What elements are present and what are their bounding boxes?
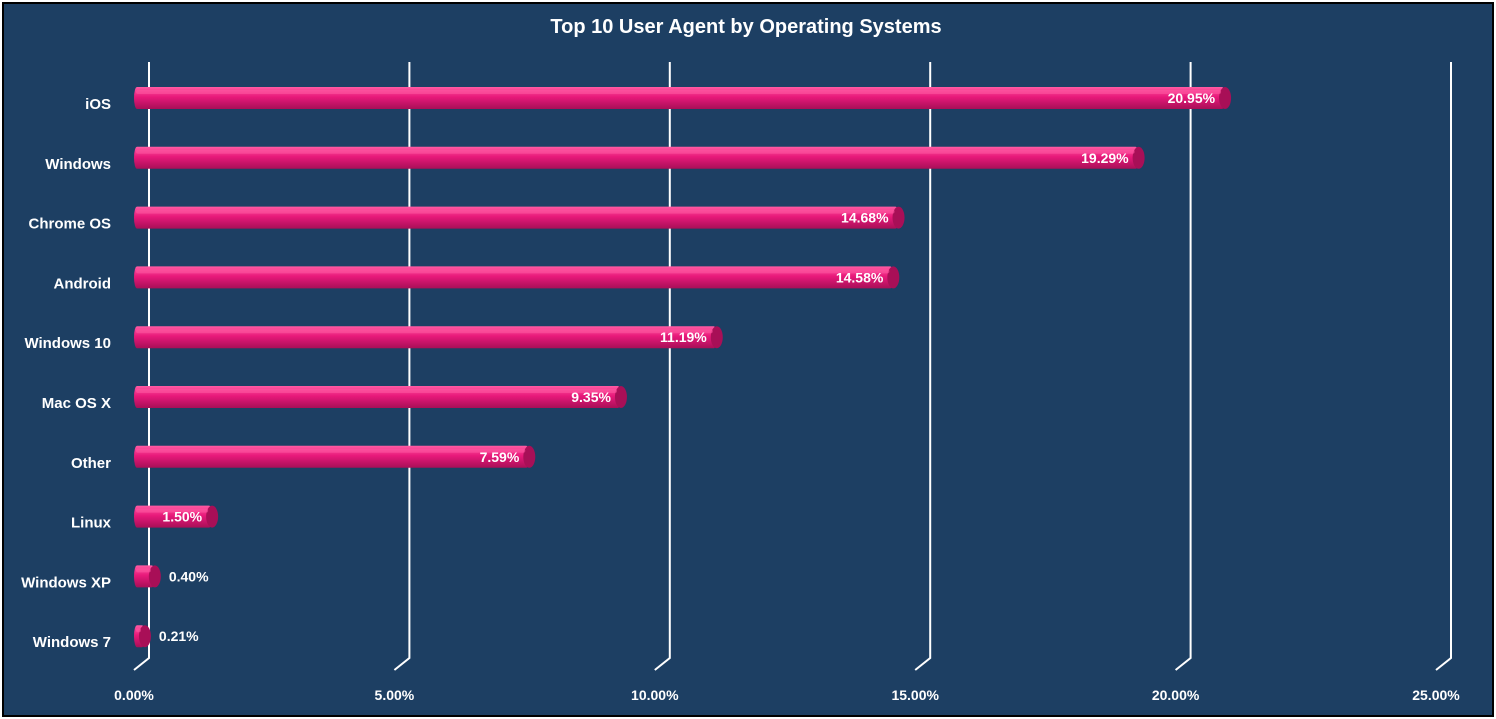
category-label: Linux bbox=[71, 515, 112, 532]
bar-end-cap bbox=[710, 326, 723, 349]
bar bbox=[134, 505, 219, 528]
gridline bbox=[133, 62, 150, 671]
bar-highlight bbox=[136, 568, 151, 573]
labels: 0.00% 5.00% 10.00% 15.00% 20.00% 25.00% iOS 20.… bbox=[21, 90, 1460, 703]
gridline bbox=[914, 62, 932, 671]
category-label: Chrome OS bbox=[28, 216, 111, 233]
category-label: Mac OS X bbox=[42, 395, 111, 412]
bar-highlight bbox=[136, 269, 890, 274]
data-label: 7.59% bbox=[480, 449, 520, 465]
data-label: 0.40% bbox=[169, 568, 209, 584]
bars bbox=[134, 87, 1232, 648]
x-tick-label: 10.00% bbox=[631, 687, 679, 703]
category-label: Windows 7 bbox=[33, 634, 111, 651]
bar-highlight bbox=[136, 329, 713, 334]
gridline bbox=[654, 62, 671, 671]
x-tick-label: 15.00% bbox=[891, 687, 939, 703]
bar-end-cap bbox=[148, 565, 161, 588]
bar-end-cap bbox=[1219, 87, 1232, 109]
bar bbox=[134, 386, 627, 408]
x-tick-label: 5.00% bbox=[375, 687, 415, 703]
category-label: Windows 10 bbox=[24, 335, 111, 352]
x-tick-label: 0.00% bbox=[114, 687, 154, 703]
data-label: 19.29% bbox=[1081, 150, 1129, 166]
bar bbox=[134, 625, 151, 648]
data-label: 1.50% bbox=[162, 509, 202, 525]
bar bbox=[134, 87, 1232, 109]
category-label: Windows bbox=[45, 156, 111, 173]
bar-highlight bbox=[136, 149, 1135, 154]
bar-end-cap bbox=[614, 386, 627, 408]
gridline bbox=[1174, 62, 1192, 671]
bar bbox=[134, 565, 161, 588]
bar-end-cap bbox=[892, 206, 905, 229]
bar-highlight bbox=[136, 628, 141, 633]
bar bbox=[134, 146, 1145, 169]
data-label: 9.35% bbox=[571, 389, 611, 405]
bar-end-cap bbox=[887, 266, 900, 289]
bar bbox=[134, 445, 536, 468]
bar-end-cap bbox=[1132, 146, 1145, 169]
category-label: Android bbox=[54, 275, 112, 292]
data-label: 11.19% bbox=[660, 329, 707, 345]
data-label: 14.58% bbox=[836, 269, 884, 285]
bar-end-cap bbox=[138, 625, 151, 648]
gridline bbox=[393, 62, 411, 671]
data-label: 14.68% bbox=[841, 210, 889, 226]
data-label: 0.21% bbox=[159, 628, 199, 644]
gridline bbox=[1435, 62, 1452, 671]
bar-highlight bbox=[136, 209, 895, 214]
data-label: 20.95% bbox=[1168, 90, 1216, 106]
gridlines bbox=[133, 62, 1452, 671]
bar bbox=[134, 266, 900, 289]
chart-title: Top 10 User Agent by Operating Systems bbox=[550, 16, 942, 38]
bar-highlight bbox=[136, 508, 209, 513]
x-tick-label: 20.00% bbox=[1152, 687, 1200, 703]
bar-highlight bbox=[136, 90, 1222, 94]
bar bbox=[134, 326, 723, 349]
bar-end-cap bbox=[523, 445, 536, 468]
bar bbox=[134, 206, 905, 229]
bar-highlight bbox=[136, 448, 526, 453]
x-tick-label: 25.00% bbox=[1412, 687, 1460, 703]
bar-highlight bbox=[136, 389, 617, 393]
bar-end-cap bbox=[206, 505, 219, 528]
category-label: Other bbox=[71, 455, 111, 472]
category-label: iOS bbox=[85, 96, 111, 113]
category-label: Windows XP bbox=[21, 574, 111, 591]
